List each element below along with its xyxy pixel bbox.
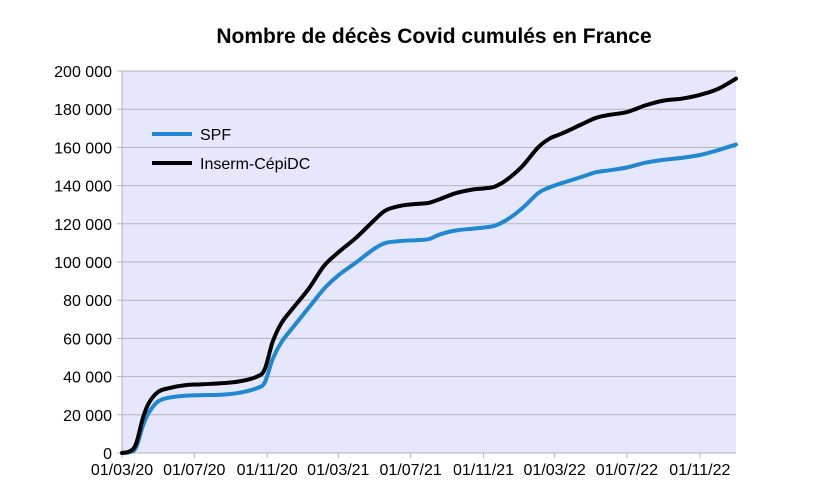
y-tick-label: 0 xyxy=(103,446,112,463)
x-tick-label: 01/11/20 xyxy=(237,462,298,479)
x-tick-label: 01/11/21 xyxy=(453,462,514,479)
y-tick-label: 20 000 xyxy=(63,408,112,425)
legend-label: Inserm-CépiDC xyxy=(200,156,310,173)
y-tick-label: 180 000 xyxy=(54,102,112,119)
x-tick-label: 01/03/21 xyxy=(307,462,369,479)
series-line-0 xyxy=(120,142,738,455)
x-tick-label: 01/07/22 xyxy=(596,462,658,479)
y-tick-label: 100 000 xyxy=(54,255,112,272)
x-tick-label: 01/11/22 xyxy=(669,462,730,479)
y-axis-ticks: 0 20 000 40 000 60 000 80 000 100 000 120 000 1… xyxy=(54,64,122,463)
x-tick-label: 01/07/21 xyxy=(379,462,441,479)
legend: SPF Inserm-CépiDC xyxy=(152,127,310,173)
legend-label: SPF xyxy=(200,127,231,144)
y-tick-label: 80 000 xyxy=(63,293,112,310)
series-line-1 xyxy=(120,76,738,455)
x-tick-label: 01/03/20 xyxy=(91,462,153,479)
x-tick-label: 01/07/20 xyxy=(163,462,225,479)
y-tick-label: 120 000 xyxy=(54,217,112,234)
y-tick-label: 60 000 xyxy=(63,331,112,348)
chart-title: Nombre de décès Covid cumulés en France xyxy=(216,25,651,48)
series-lines xyxy=(120,76,738,455)
x-tick-label: 01/03/22 xyxy=(524,462,586,479)
x-axis-ticks: 01/03/20 01/07/20 01/11/20 01/03/21 01/07/21… xyxy=(91,453,730,479)
y-tick-label: 140 000 xyxy=(54,179,112,196)
y-tick-label: 40 000 xyxy=(63,370,112,387)
y-tick-label: 160 000 xyxy=(54,140,112,157)
y-tick-label: 200 000 xyxy=(54,64,112,81)
